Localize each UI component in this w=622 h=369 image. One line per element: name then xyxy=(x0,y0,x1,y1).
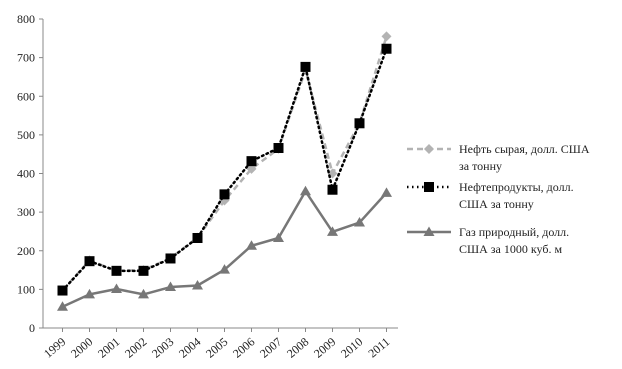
data-point-square xyxy=(354,118,365,129)
data-point-triangle xyxy=(111,283,122,293)
series-square xyxy=(57,43,392,296)
data-point-triangle xyxy=(165,281,176,292)
legend-label: Нефтепродукты, долл. xyxy=(459,180,574,194)
data-point-square xyxy=(57,285,68,296)
y-tick-label: 300 xyxy=(17,205,35,219)
data-point-square xyxy=(381,43,392,54)
legend-label: США за тонну xyxy=(459,197,534,211)
legend-marker xyxy=(424,144,434,154)
y-tick-label: 800 xyxy=(17,12,35,26)
y-tick-label: 100 xyxy=(17,282,35,296)
data-point-triangle xyxy=(381,187,392,197)
data-point-square xyxy=(192,233,203,244)
legend-item: Нефть сырая, долл. США за тонну xyxy=(407,142,590,173)
x-tick-label: 2005 xyxy=(203,335,230,361)
legend-marker xyxy=(423,226,435,236)
x-tick-label: 2007 xyxy=(257,335,284,361)
y-tick-label: 400 xyxy=(17,167,35,181)
data-point-square xyxy=(138,265,149,276)
data-point-triangle xyxy=(354,217,365,227)
data-point-square xyxy=(327,184,338,195)
x-tick-label: 2011 xyxy=(365,335,392,361)
series-layer xyxy=(57,31,392,311)
data-point-diamond xyxy=(246,163,257,174)
y-tick-label: 200 xyxy=(17,244,35,258)
data-point-triangle xyxy=(57,301,68,311)
data-point-square xyxy=(111,265,122,276)
data-point-triangle xyxy=(138,288,149,299)
data-point-square xyxy=(246,156,257,167)
y-tick-label: 500 xyxy=(17,128,35,142)
x-tick-label: 2008 xyxy=(284,335,311,361)
data-point-triangle xyxy=(246,240,257,250)
x-tick-label: 1999 xyxy=(41,335,68,361)
data-point-square xyxy=(273,143,284,154)
x-axis-ticks: 1999 2000 2001 2002 2003 2004 2005 2006 2007 2008… xyxy=(41,328,392,361)
data-point-triangle xyxy=(273,232,284,243)
series-line xyxy=(61,190,388,308)
data-point-triangle xyxy=(300,185,311,196)
data-point-square xyxy=(219,189,230,200)
data-point-triangle xyxy=(192,280,203,290)
legend-label: США за 1000 куб. м xyxy=(459,242,562,256)
x-tick-label: 2000 xyxy=(68,335,95,361)
x-tick-label: 2001 xyxy=(95,335,122,361)
series-diamond xyxy=(57,31,392,296)
y-tick-label: 0 xyxy=(29,321,35,335)
data-point-triangle xyxy=(84,288,95,299)
x-tick-label: 2003 xyxy=(149,335,176,361)
y-tick-label: 700 xyxy=(17,51,35,65)
series-line xyxy=(61,47,388,292)
legend-marker xyxy=(424,182,434,192)
legend: Нефть сырая, долл. США за тонну Нефтепроду… xyxy=(407,142,590,256)
data-point-diamond xyxy=(381,31,392,42)
data-point-triangle xyxy=(219,264,230,274)
series-triangle xyxy=(57,185,392,311)
x-tick-label: 2004 xyxy=(176,335,203,361)
x-tick-label: 2009 xyxy=(311,335,338,361)
legend-item: Нефтепродукты, долл. США за тонну xyxy=(407,180,574,211)
x-tick-label: 2010 xyxy=(338,335,365,361)
x-tick-label: 2002 xyxy=(122,335,149,361)
legend-label: за тонну xyxy=(459,159,502,173)
series-line xyxy=(61,36,388,292)
y-axis-ticks: 0 100 200 300 400 500 600 700 800 xyxy=(17,12,43,335)
legend-label: Нефть сырая, долл. США xyxy=(459,142,590,156)
legend-item: Газ природный, долл. США за 1000 куб. м xyxy=(407,225,569,256)
data-point-square xyxy=(165,253,176,264)
y-tick-label: 600 xyxy=(17,89,35,103)
legend-label: Газ природный, долл. xyxy=(459,225,569,239)
data-point-square xyxy=(300,61,311,72)
x-tick-label: 2006 xyxy=(230,335,257,361)
data-point-triangle xyxy=(327,226,338,236)
data-point-square xyxy=(84,256,95,267)
